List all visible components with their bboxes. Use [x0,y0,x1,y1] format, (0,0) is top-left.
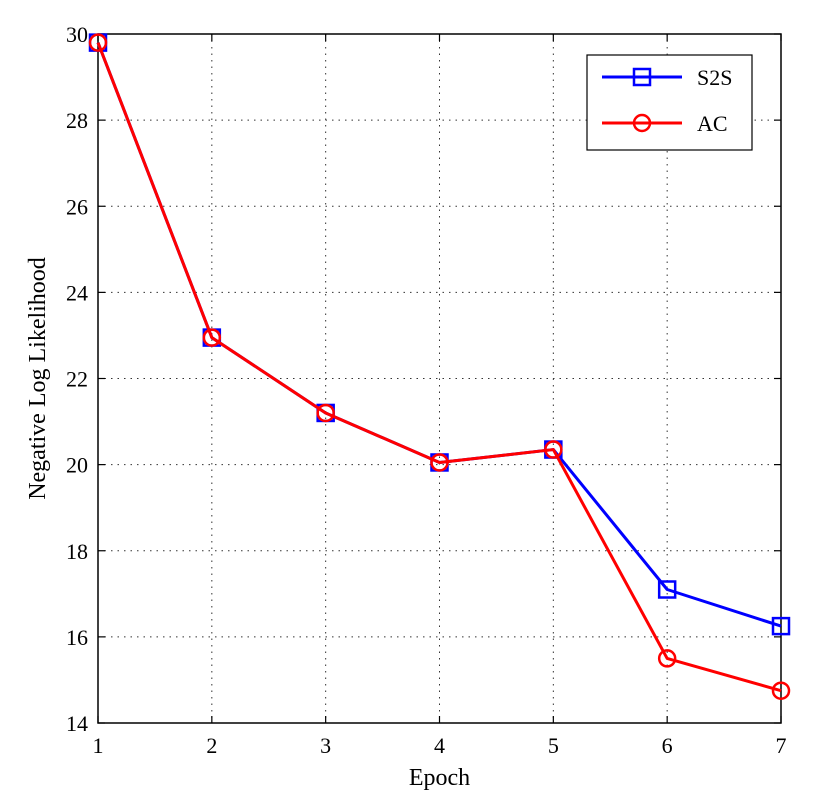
x-axis-title: Epoch [409,765,470,791]
data-point-ac [430,453,449,472]
series-line-ac [96,42,782,693]
x-tick-label: 1 [93,733,104,758]
legend-label-s2s: S2S [697,65,732,90]
data-point-s2s [657,580,677,599]
data-point-ac [88,33,108,52]
y-tick-label: 20 [66,453,88,478]
x-tick-label: 4 [434,733,445,758]
x-tick-label: 6 [662,733,673,758]
x-tick-label: 7 [776,733,787,758]
legend-marker-ac [632,113,652,133]
y-tick-label: 24 [66,280,88,305]
data-point-ac [202,328,222,347]
series-layer [88,33,791,700]
legend-marker-s2s [632,67,652,87]
y-tick-label: 28 [66,108,88,133]
data-point-ac [544,440,563,459]
data-point-ac [771,681,791,700]
x-tick-label: 2 [206,733,217,758]
y-tick-label: 26 [66,194,88,219]
y-tick-label: 16 [66,625,88,650]
y-axis-title: Negative Log Likelihood [25,257,51,500]
y-tick-label: 18 [66,539,88,564]
data-point-ac [657,649,677,668]
y-tick-label: 22 [66,367,88,392]
data-point-s2s [771,616,791,636]
x-tick-label: 5 [548,733,559,758]
y-tick-label: 30 [66,22,88,47]
y-tick-label: 14 [66,711,88,736]
legend-box [586,54,753,151]
axis-ticks: 1 2 3 4 5 6 7 14 16 18 20 22 24 26 28 30 [66,22,787,758]
grid-lines [98,34,781,723]
x-tick-label: 3 [320,733,331,758]
series-ac [88,33,791,700]
legend-label-ac: AC [697,111,728,136]
data-point-ac [316,403,335,423]
legend: S2S AC [586,54,753,151]
